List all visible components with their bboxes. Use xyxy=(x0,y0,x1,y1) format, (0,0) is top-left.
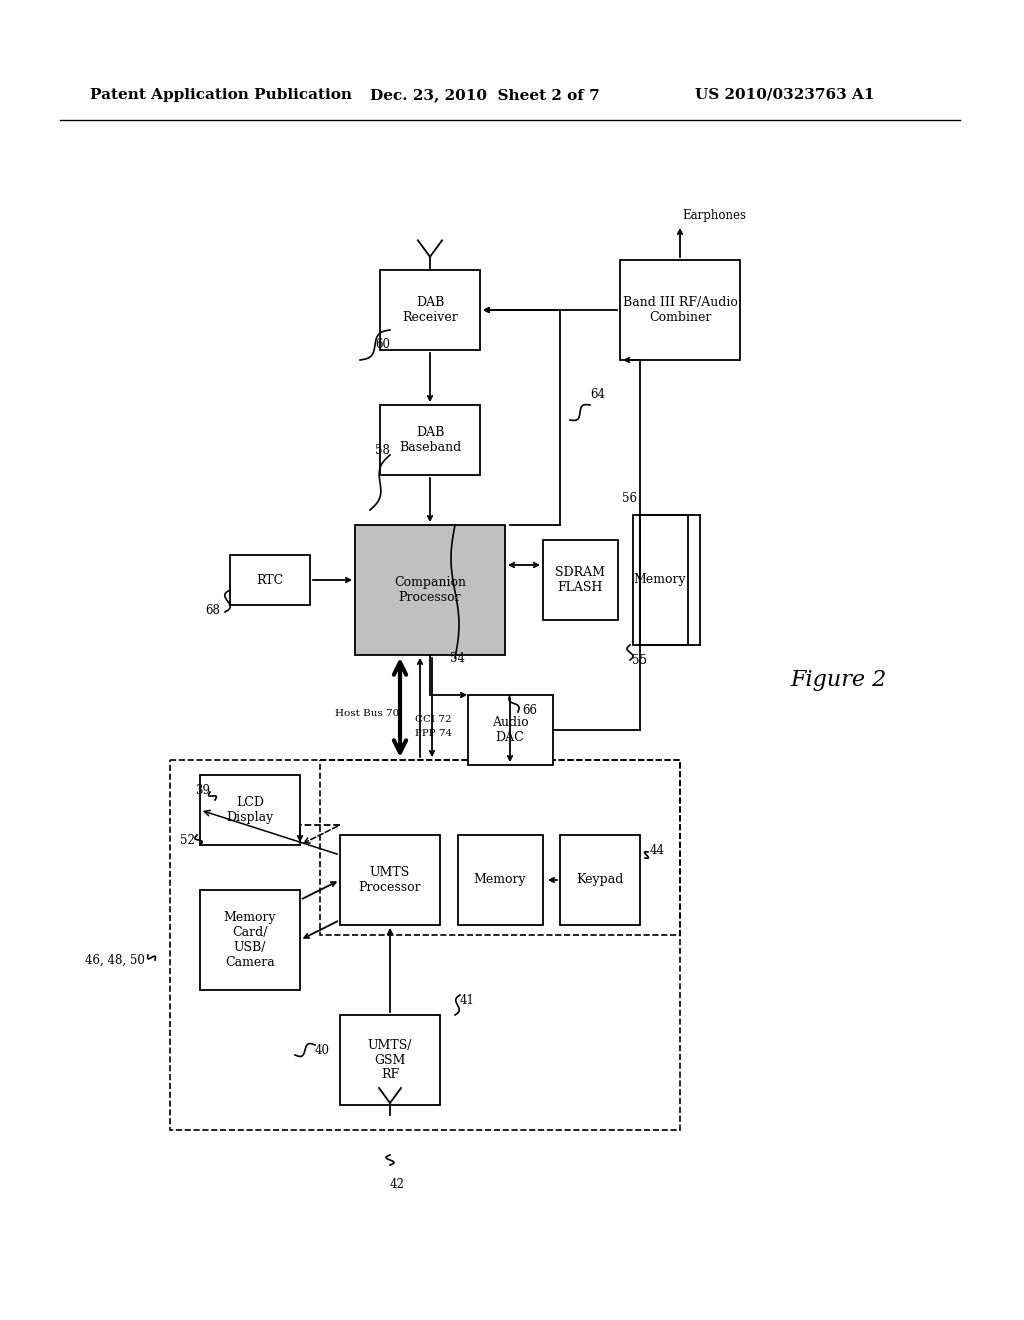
Text: Memory: Memory xyxy=(474,874,526,887)
Bar xyxy=(458,836,543,925)
Text: 58: 58 xyxy=(375,444,390,457)
Bar xyxy=(340,1015,440,1105)
Text: Earphones: Earphones xyxy=(682,209,746,222)
Bar xyxy=(319,760,680,935)
Text: 66: 66 xyxy=(522,704,537,717)
Text: Figure 2: Figure 2 xyxy=(790,669,886,690)
Text: 42: 42 xyxy=(390,1179,404,1192)
Text: CCI 72: CCI 72 xyxy=(415,715,452,725)
Text: 39: 39 xyxy=(195,784,210,796)
Text: 54: 54 xyxy=(450,652,465,664)
Text: 44: 44 xyxy=(650,843,665,857)
Text: Memory
Card/
USB/
Camera: Memory Card/ USB/ Camera xyxy=(223,911,276,969)
Text: 40: 40 xyxy=(315,1044,330,1056)
Text: SDRAM
FLASH: SDRAM FLASH xyxy=(555,566,605,594)
Text: 68: 68 xyxy=(205,603,220,616)
Bar xyxy=(543,540,617,620)
Text: 41: 41 xyxy=(460,994,475,1006)
Text: UMTS
Processor: UMTS Processor xyxy=(358,866,421,894)
Bar xyxy=(633,515,687,645)
Bar xyxy=(380,271,480,350)
Text: LCD
Display: LCD Display xyxy=(226,796,273,824)
Text: Companion
Processor: Companion Processor xyxy=(394,576,466,605)
Bar xyxy=(468,696,553,766)
Text: 56: 56 xyxy=(622,491,637,504)
Text: 64: 64 xyxy=(590,388,605,401)
Bar xyxy=(620,260,740,360)
Bar xyxy=(200,890,300,990)
Text: 55: 55 xyxy=(632,653,647,667)
Text: 60: 60 xyxy=(375,338,390,351)
Text: PPP 74: PPP 74 xyxy=(415,729,453,738)
Text: RTC: RTC xyxy=(256,573,284,586)
Text: 52: 52 xyxy=(180,833,195,846)
Text: UMTS/
GSM
RF: UMTS/ GSM RF xyxy=(368,1039,413,1081)
Text: Audio
DAC: Audio DAC xyxy=(492,715,528,744)
Text: Host Bus 70: Host Bus 70 xyxy=(335,709,399,718)
Bar xyxy=(380,405,480,475)
Text: Keypad: Keypad xyxy=(577,874,624,887)
Bar xyxy=(230,554,310,605)
Text: US 2010/0323763 A1: US 2010/0323763 A1 xyxy=(695,88,874,102)
Text: 46, 48, 50: 46, 48, 50 xyxy=(85,953,145,966)
Bar xyxy=(355,525,505,655)
Text: Patent Application Publication: Patent Application Publication xyxy=(90,88,352,102)
Text: Dec. 23, 2010  Sheet 2 of 7: Dec. 23, 2010 Sheet 2 of 7 xyxy=(370,88,600,102)
Text: Memory: Memory xyxy=(634,573,686,586)
Text: Band III RF/Audio
Combiner: Band III RF/Audio Combiner xyxy=(623,296,737,323)
Bar xyxy=(170,760,680,1130)
Bar xyxy=(340,836,440,925)
Bar xyxy=(560,836,640,925)
Bar xyxy=(200,775,300,845)
Text: DAB
Receiver: DAB Receiver xyxy=(402,296,458,323)
Text: DAB
Baseband: DAB Baseband xyxy=(399,426,461,454)
